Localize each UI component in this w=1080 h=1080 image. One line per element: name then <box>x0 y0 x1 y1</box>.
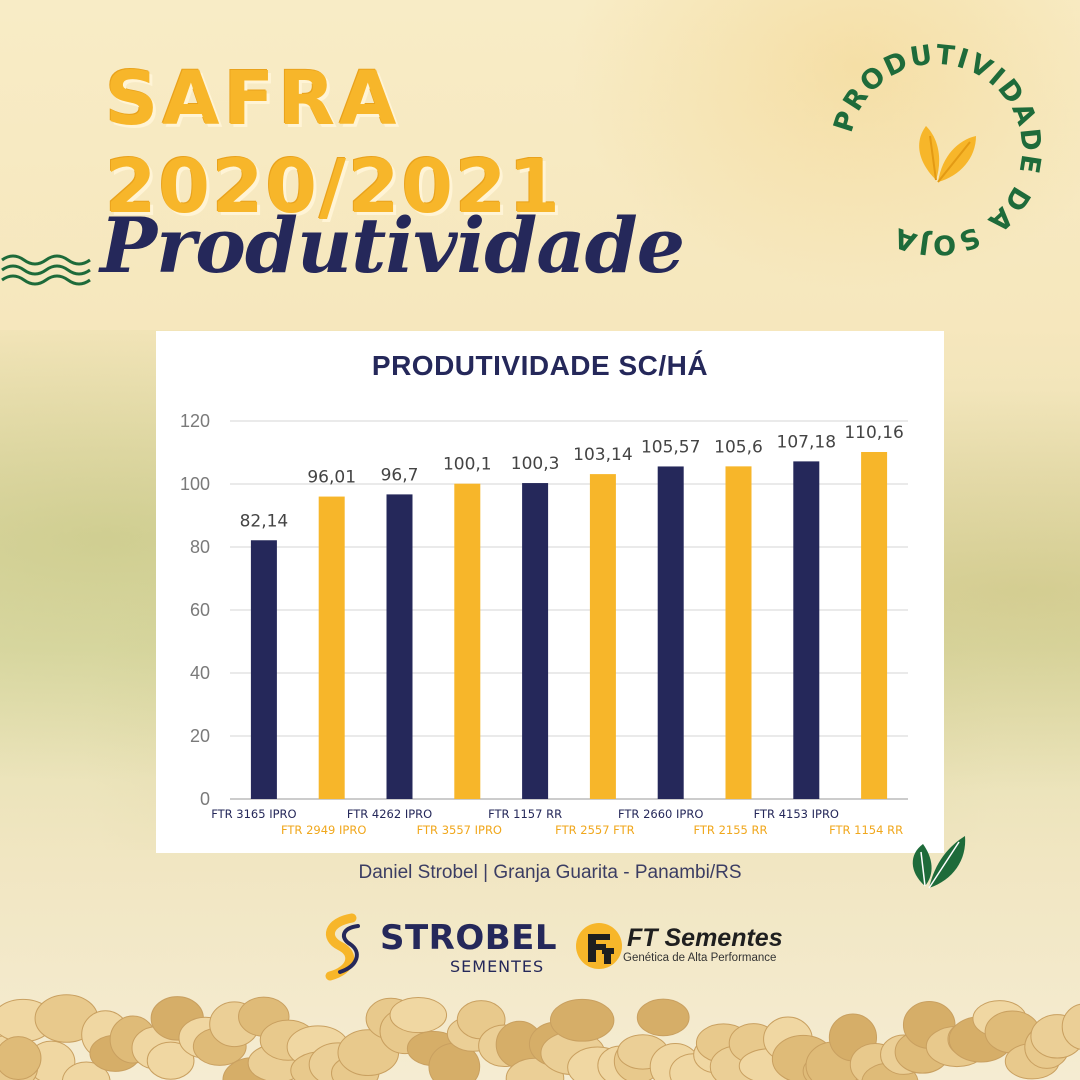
badge-leaf-icon <box>919 126 976 183</box>
y-tick-label: 100 <box>180 474 210 494</box>
data-label: 96,7 <box>381 465 419 485</box>
x-tick-label: FTR 3557 IPRO <box>417 823 502 837</box>
data-label: 82,14 <box>240 511 289 531</box>
source-credit: Daniel Strobel | Granja Guarita - Panamb… <box>358 862 742 883</box>
bar <box>725 466 752 799</box>
leaf-icon <box>912 836 966 889</box>
bar <box>522 483 549 799</box>
bar-chart: 0 20 40 60 80 100 120 82,14 FTR 3165 IPRO 96,01 FT… <box>180 411 908 837</box>
soybean <box>146 1041 195 1080</box>
y-tick-label: 120 <box>180 411 210 431</box>
x-tick-label: FTR 1157 RR <box>488 807 562 821</box>
x-tick-label: FTR 2155 RR <box>694 823 768 837</box>
data-label: 105,6 <box>714 437 763 457</box>
data-label: 100,3 <box>511 454 560 474</box>
x-tick-label: FTR 2660 IPRO <box>618 807 703 821</box>
y-tick-label: 40 <box>190 663 210 683</box>
data-label: 105,57 <box>641 437 700 457</box>
soybean <box>636 998 690 1037</box>
background-wave-decoration <box>520 0 1080 330</box>
data-label: 110,16 <box>844 423 903 443</box>
x-tick-label: FTR 3165 IPRO <box>211 807 296 821</box>
soybean <box>1061 1003 1080 1050</box>
produtividade-da-soja-badge: PRODUTIVIDADE DA SOJA <box>828 40 1045 260</box>
data-label: 96,01 <box>307 468 356 488</box>
headline-year: 2020/2021 <box>105 144 562 230</box>
squiggle-decoration <box>1 254 91 286</box>
strobel-subtitle: SEMENTES <box>450 957 545 976</box>
chart-title: PRODUTIVIDADE SC/HÁ <box>371 350 709 381</box>
data-label: 103,14 <box>573 445 632 465</box>
bar <box>386 494 413 799</box>
strobel-s-mark-icon <box>325 913 360 981</box>
bar <box>657 466 684 799</box>
soybean <box>0 1036 42 1080</box>
ft-mark-icon <box>576 923 622 969</box>
ft-name: FT Sementes <box>627 924 783 952</box>
y-tick-label: 80 <box>190 537 210 557</box>
x-tick-label: FTR 4153 IPRO <box>754 807 839 821</box>
bar <box>793 461 820 799</box>
soybeans-image <box>0 994 1080 1080</box>
x-tick-label: FTR 2557 FTR <box>555 823 634 837</box>
x-tick-label: FTR 1154 RR <box>829 823 903 837</box>
bar <box>861 451 888 799</box>
strobel-sementes-logo: STROBEL SEMENTES <box>312 912 562 982</box>
x-tick-label: FTR 2949 IPRO <box>281 823 366 837</box>
x-tick-label: FTR 4262 IPRO <box>347 807 432 821</box>
headline-safra: SAFRA <box>105 56 401 142</box>
soybean <box>549 998 615 1042</box>
bar <box>589 474 616 799</box>
data-label: 100,1 <box>443 455 492 475</box>
y-tick-label: 0 <box>200 789 210 809</box>
y-tick-label: 20 <box>190 726 210 746</box>
bar <box>318 496 345 799</box>
y-tick-label: 60 <box>190 600 210 620</box>
ft-tagline: Genética de Alta Performance <box>623 952 777 964</box>
soybean <box>389 996 448 1034</box>
ft-sementes-logo: FT Sementes Genética de Alta Performance <box>575 918 805 978</box>
headline-produtividade: Produtividade <box>100 201 685 290</box>
bar <box>454 483 481 799</box>
bar <box>250 540 277 799</box>
strobel-name: STROBEL <box>380 918 558 958</box>
data-label: 107,18 <box>777 432 836 452</box>
